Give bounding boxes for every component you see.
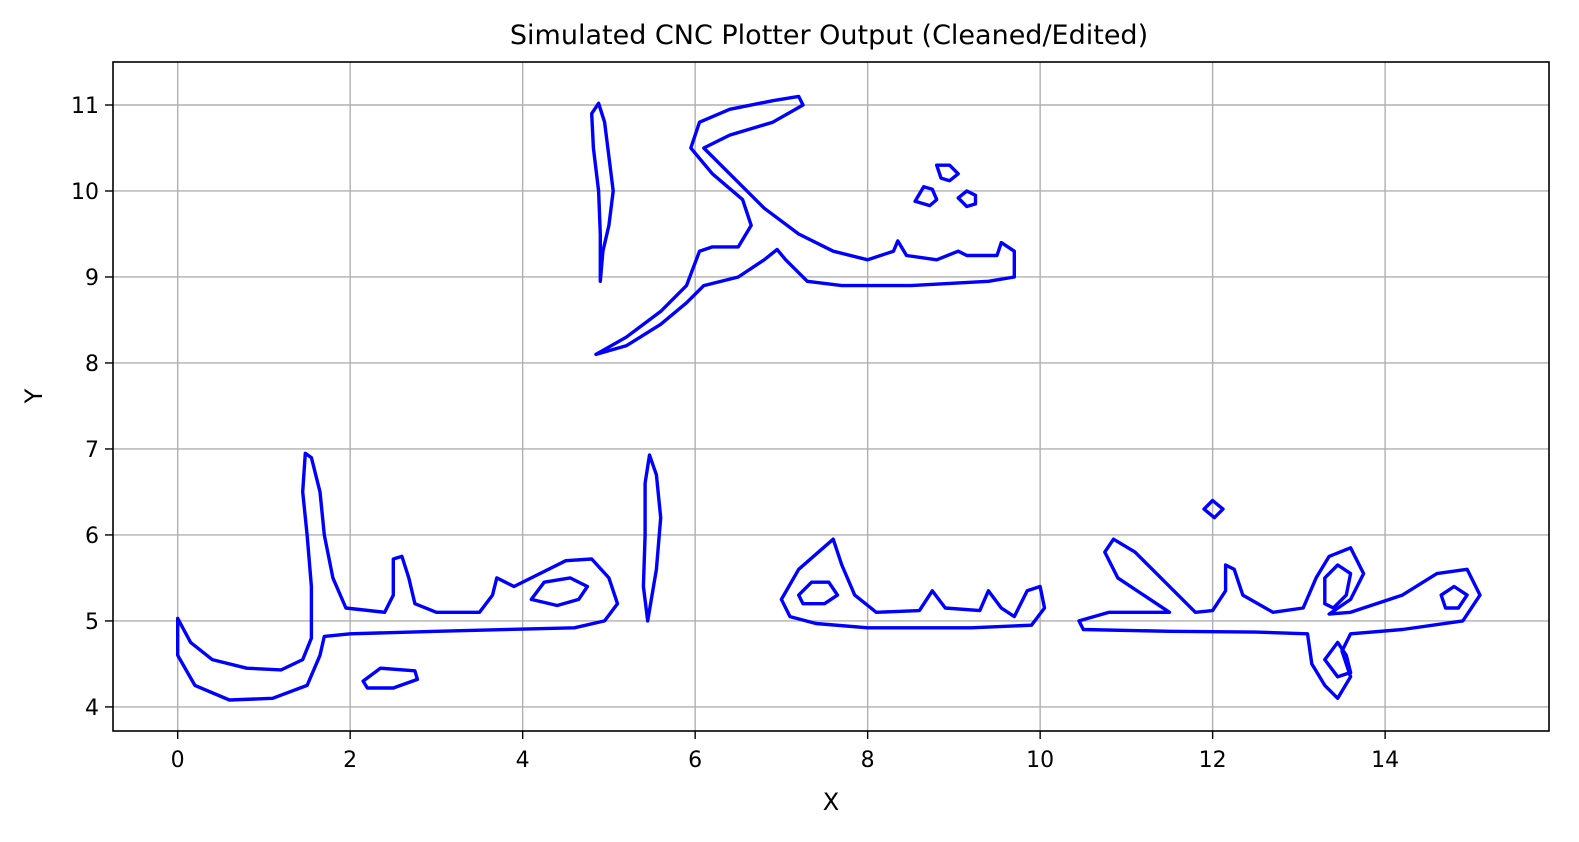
- plot-stroke-path-13: [1323, 563, 1353, 610]
- grid-lines: [113, 62, 1549, 731]
- x-tick-label: 2: [343, 748, 357, 773]
- x-tick-label: 12: [1199, 748, 1227, 773]
- plot-stroke-path-1: [590, 101, 615, 283]
- plot-stroke-path-8: [361, 666, 420, 690]
- y-tick-label: 9: [85, 266, 99, 291]
- plot-stroke-path-10: [779, 537, 1047, 630]
- plot-stroke-path-2: [594, 94, 1016, 357]
- x-tick-label: 10: [1026, 748, 1054, 773]
- plot-stroke-path-5: [956, 189, 978, 209]
- plot-stroke-path-6: [175, 451, 620, 702]
- plot-stroke-path-14: [1323, 640, 1353, 679]
- plot-stroke-path-3: [913, 184, 939, 208]
- y-tick-label: 5: [85, 610, 99, 635]
- plot-stroke-path-16: [1202, 498, 1225, 520]
- y-axis-label: Y: [20, 388, 48, 404]
- y-tick-label: 8: [85, 352, 99, 377]
- x-tick-label: 14: [1371, 748, 1399, 773]
- plot-stroke-path-15: [1439, 584, 1469, 610]
- plot-stroke-path-4: [935, 163, 960, 183]
- plot-stroke-path-9: [641, 453, 663, 623]
- axis-ticks: 0 2 4 6 8 10 12 14 4 5 6 7 8 9 10 11: [71, 94, 1399, 773]
- x-tick-label: 8: [861, 748, 875, 773]
- plot-area: [175, 94, 1482, 702]
- axes-frame: [112, 61, 1550, 732]
- y-tick-label: 11: [71, 94, 99, 119]
- x-tick-label: 6: [688, 748, 702, 773]
- chart-title: Simulated CNC Plotter Output (Cleaned/Ed…: [510, 20, 1148, 51]
- y-tick-label: 6: [85, 524, 99, 549]
- plot-stroke-path-7: [529, 576, 590, 608]
- x-axis-label: X: [823, 788, 839, 816]
- x-tick-label: 0: [171, 748, 185, 773]
- y-tick-label: 4: [85, 696, 99, 721]
- x-tick-label: 4: [516, 748, 530, 773]
- plot-stroke-path-12: [1077, 537, 1482, 700]
- y-tick-label: 7: [85, 438, 99, 463]
- plot-stroke-path-11: [797, 580, 840, 606]
- y-tick-label: 10: [71, 180, 99, 205]
